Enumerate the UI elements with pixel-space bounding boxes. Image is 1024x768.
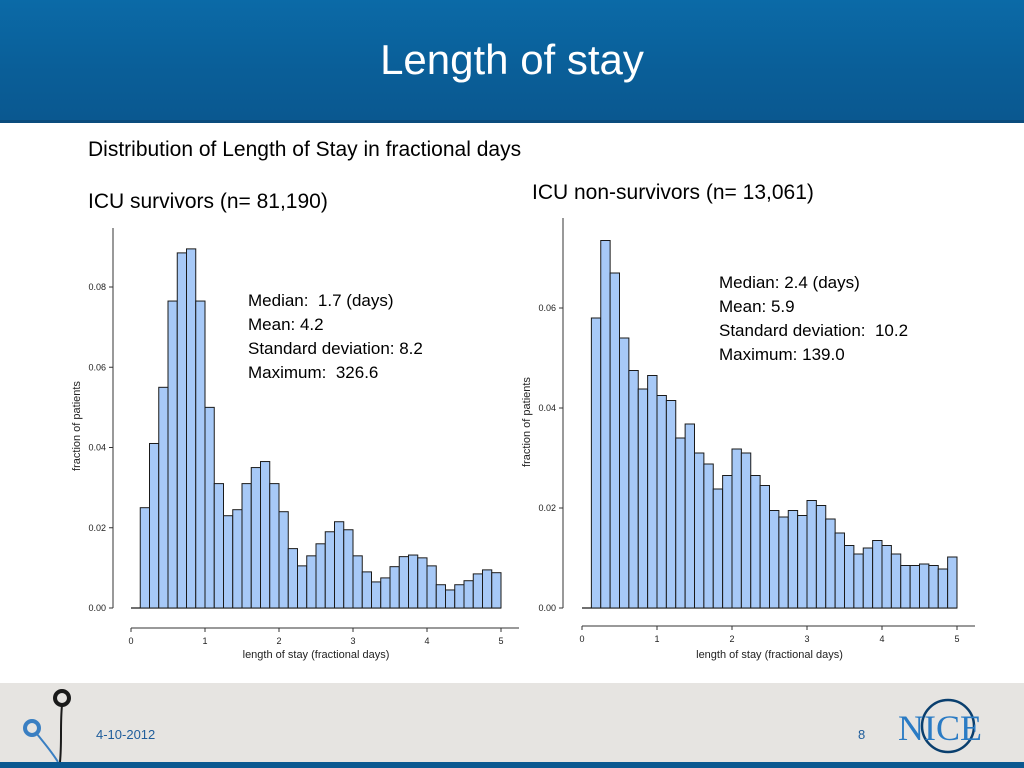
non-survivors-bar — [844, 545, 855, 609]
survivors-stats: Median: 1.7 (days) Mean: 4.2 Standard de… — [248, 289, 423, 385]
non-survivors-bar — [797, 515, 808, 609]
non-survivors-median: Median: 2.4 (days) — [719, 273, 860, 292]
survivors-median: Median: 1.7 (days) — [248, 291, 394, 310]
non-survivors-sd: Standard deviation: 10.2 — [719, 321, 909, 340]
non-survivors-bar — [787, 510, 799, 609]
non-survivors-bar — [628, 370, 639, 609]
survivors-heading: ICU survivors (n= 81,190) — [88, 190, 328, 213]
non-survivors-bar — [656, 395, 667, 609]
non-survivors-y-axis-label: fraction of patients — [521, 377, 533, 467]
non-survivors-bar — [759, 485, 770, 609]
histogram-non-survivors: 0.00 0.02 0.04 0.06 0 1 2 3 4 5 length of stay (fr… — [521, 218, 975, 661]
non-survivors-bar — [778, 516, 789, 609]
non-survivors-bar — [647, 375, 658, 609]
non-survivors-y-tick-label: 0.02 — [538, 503, 556, 513]
page-number: 8 — [858, 727, 866, 742]
non-survivors-bar — [769, 510, 780, 609]
non-survivors-stats: Median: 2.4 (days) Mean: 5.9 Standard de… — [719, 271, 908, 367]
non-survivors-bar — [937, 568, 949, 609]
non-survivors-bar — [853, 553, 864, 609]
non-survivors-bar — [890, 553, 902, 609]
non-survivors-bar — [750, 475, 761, 609]
non-survivors-bar — [675, 437, 686, 609]
non-survivors-x-tick-label: 2 — [729, 634, 734, 644]
non-survivors-bar — [590, 317, 602, 609]
non-survivors-bar — [665, 400, 677, 609]
non-survivors-bar — [825, 518, 836, 609]
survivors-y-tick-label: 0.02 — [88, 523, 106, 533]
non-survivors-bar — [684, 423, 695, 609]
non-survivors-bar — [703, 463, 714, 609]
survivors-x-tick-label: 1 — [202, 636, 207, 646]
non-survivors-mean: Mean: 5.9 — [719, 297, 795, 316]
non-survivors-bar — [862, 547, 874, 609]
survivors-y-tick-label: 0.08 — [88, 282, 106, 292]
non-survivors-bar — [694, 452, 705, 609]
non-survivors-bar — [740, 452, 752, 609]
footer-date: 4-10-2012 — [96, 727, 156, 742]
non-survivors-bar — [928, 565, 939, 609]
nice-logo-icon: NICE — [898, 698, 982, 754]
histogram-survivors: 0.00 0.02 0.04 0.06 0.08 0 1 2 3 4 5 length of stay… — [71, 228, 519, 661]
non-survivors-bar — [722, 475, 733, 609]
non-survivors-x-axis-label: length of stay (fractional days) — [696, 649, 843, 661]
survivors-y-tick-label: 0.06 — [88, 362, 106, 372]
non-survivors-bar — [909, 565, 920, 609]
non-survivors-bar — [637, 388, 649, 609]
non-survivors-bar — [600, 240, 611, 609]
non-survivors-bar — [872, 540, 883, 609]
survivors-mean: Mean: 4.2 — [248, 315, 324, 334]
non-survivors-bar — [947, 556, 958, 609]
footer-line — [0, 762, 1024, 768]
non-survivors-x-tick-label: 5 — [954, 634, 959, 644]
non-survivors-x-tick-label: 0 — [579, 634, 584, 644]
survivors-y-tick-label: 0.00 — [88, 603, 106, 613]
slide-subtitle: Distribution of Length of Stay in fracti… — [88, 138, 522, 161]
non-survivors-bar — [834, 532, 845, 609]
survivors-max: Maximum: 326.6 — [248, 363, 379, 382]
nice-logo-text: NICE — [898, 708, 982, 748]
survivors-sd: Standard deviation: 8.2 — [248, 339, 423, 358]
non-survivors-bar — [731, 448, 742, 609]
title-bar — [0, 0, 1024, 123]
non-survivors-bar — [900, 565, 911, 609]
non-survivors-x-tick-label: 1 — [654, 634, 659, 644]
non-survivors-x-tick-label: 4 — [879, 634, 884, 644]
survivors-x-axis-label: length of stay (fractional days) — [243, 649, 390, 661]
non-survivors-x-tick-label: 3 — [804, 634, 809, 644]
survivors-bar — [491, 572, 502, 609]
non-survivors-bar — [806, 500, 817, 609]
survivors-x-tick-label: 3 — [350, 636, 355, 646]
slide-title: Length of stay — [380, 36, 644, 83]
footer-bar — [0, 683, 1024, 768]
non-survivors-bar — [609, 272, 620, 609]
non-survivors-y-tick-label: 0.06 — [538, 303, 556, 313]
non-survivors-heading: ICU non-survivors (n= 13,061) — [532, 181, 814, 204]
non-survivors-bar — [815, 505, 827, 609]
non-survivors-bar — [881, 545, 892, 609]
non-survivors-bar — [712, 488, 724, 609]
non-survivors-bar — [919, 563, 930, 609]
swirl-logo-icon — [23, 689, 71, 763]
non-survivors-bar — [619, 337, 630, 609]
survivors-x-tick-label: 2 — [276, 636, 281, 646]
survivors-y-tick-label: 0.04 — [88, 443, 106, 453]
non-survivors-y-tick-label: 0.00 — [538, 603, 556, 613]
survivors-x-tick-label: 0 — [128, 636, 133, 646]
survivors-y-axis-label: fraction of patients — [71, 381, 83, 471]
non-survivors-max: Maximum: 139.0 — [719, 345, 845, 364]
non-survivors-y-tick-label: 0.04 — [538, 403, 556, 413]
survivors-x-tick-label: 5 — [498, 636, 503, 646]
survivors-x-tick-label: 4 — [424, 636, 429, 646]
